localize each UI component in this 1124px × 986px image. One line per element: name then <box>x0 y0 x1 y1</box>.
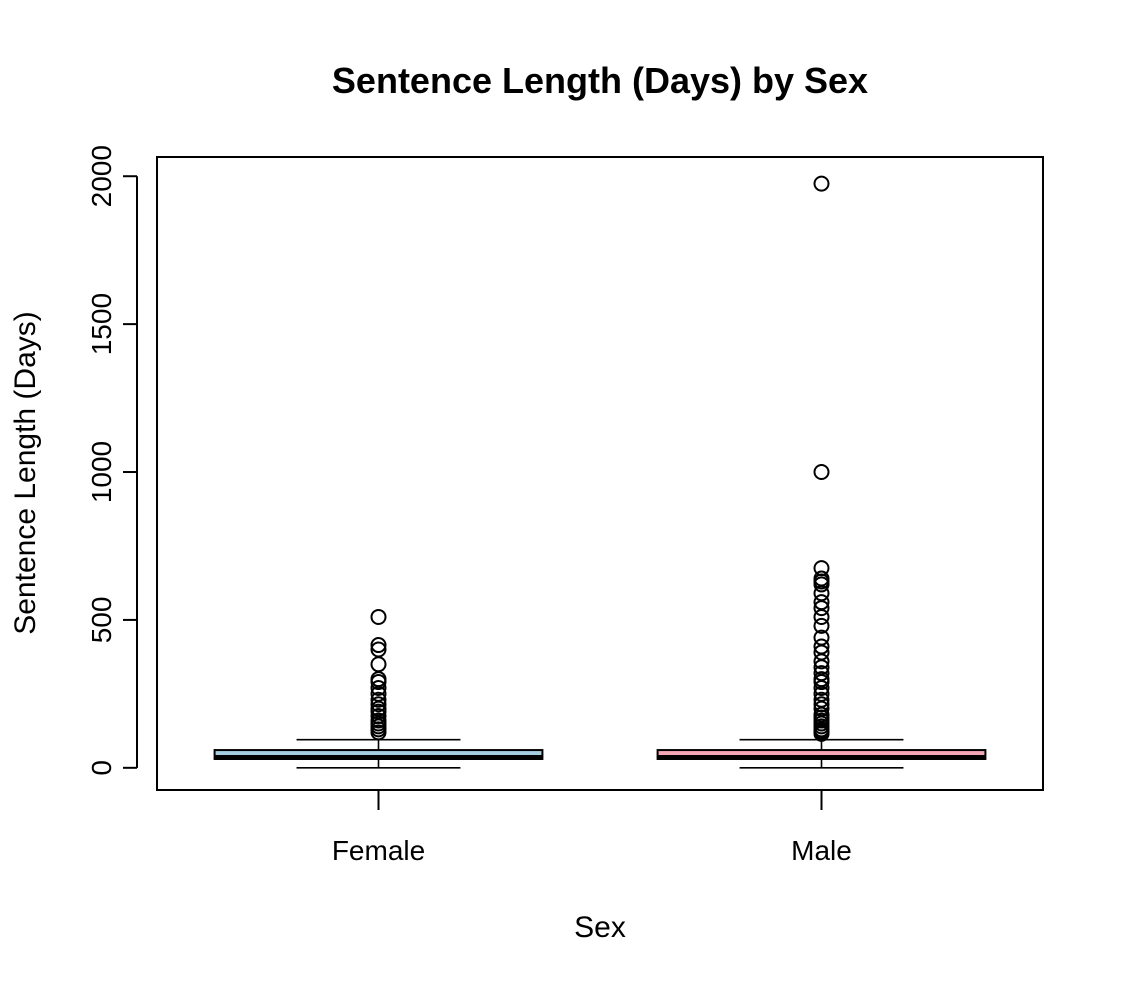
y-tick-label: 500 <box>86 597 117 644</box>
outlier-point <box>370 708 387 725</box>
outlier-point <box>813 617 830 634</box>
outlier-point <box>813 594 830 611</box>
outlier-point <box>813 671 830 688</box>
box-female <box>213 608 544 769</box>
outlier-point <box>370 712 387 729</box>
y-axis-label: Sentence Length (Days) <box>9 311 42 635</box>
x-axis-label: Sex <box>574 911 626 944</box>
outlier-point <box>370 608 387 625</box>
outlier-point <box>370 637 387 654</box>
y-tick-label: 0 <box>86 760 117 776</box>
box-group <box>213 175 987 769</box>
outlier-point <box>813 629 830 646</box>
outlier-point <box>370 691 387 708</box>
x-tick-label: Female <box>332 835 425 866</box>
outlier-point <box>813 464 830 481</box>
y-tick-label: 2000 <box>86 145 117 207</box>
outlier-point <box>370 696 387 713</box>
x-axis: Female Male <box>332 790 852 866</box>
outlier-point <box>813 691 830 708</box>
plot-frame <box>156 156 1044 791</box>
outlier-point <box>370 641 387 658</box>
box-male <box>656 175 987 769</box>
x-tick-label: Male <box>791 835 852 866</box>
outlier-point <box>813 696 830 713</box>
y-axis: 0 500 1000 1500 2000 <box>86 145 138 776</box>
y-tick-label: 1000 <box>86 441 117 503</box>
outlier-point <box>813 665 830 682</box>
outlier-point <box>813 570 830 587</box>
outlier-point <box>370 656 387 673</box>
outlier-point <box>813 175 830 192</box>
outlier-point <box>813 560 830 577</box>
y-tick-label: 1500 <box>86 293 117 355</box>
outlier-point <box>813 638 830 655</box>
chart-title: Sentence Length (Days) by Sex <box>332 60 868 101</box>
outlier-point <box>370 679 387 696</box>
